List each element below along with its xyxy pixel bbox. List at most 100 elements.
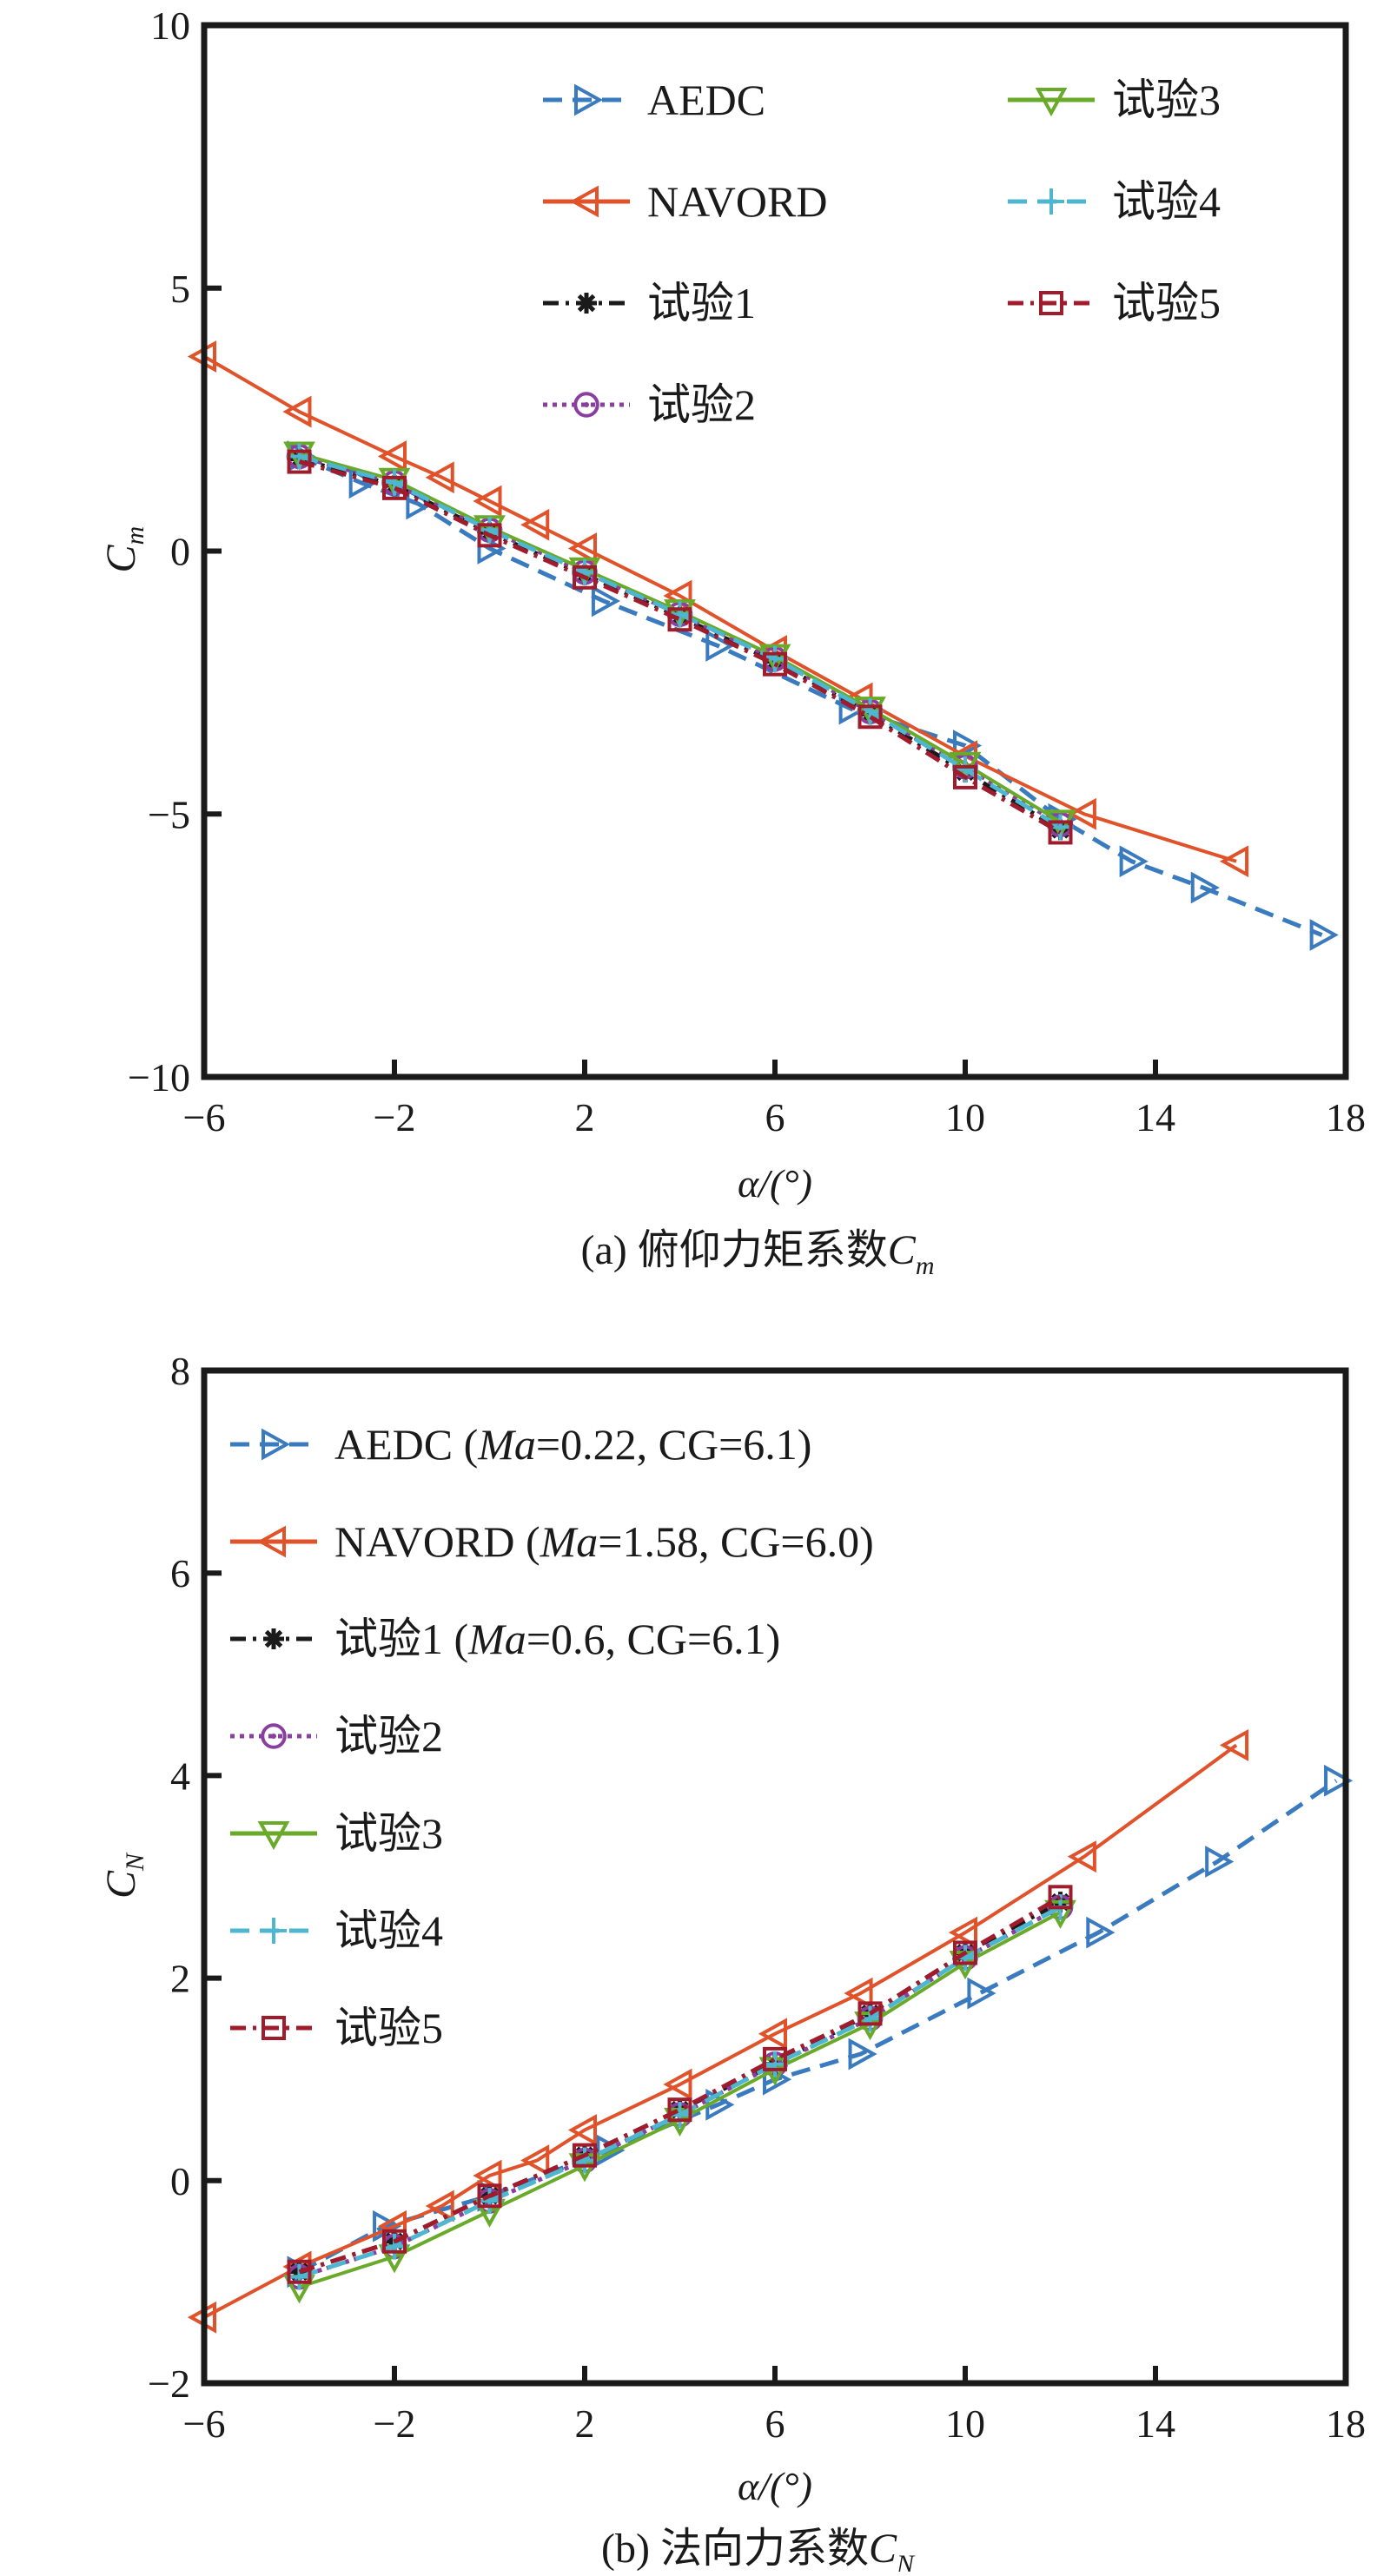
caption-text: (b) 法向力系数 [601,2526,869,2572]
data-point [844,1977,873,2010]
data-point [1067,797,1096,830]
series-试验5 [287,1885,1073,2284]
data-point [573,2143,597,2168]
data-point [1324,1764,1354,1797]
x-tick-label: 6 [765,1095,785,1139]
legend-label: 试验3 [1112,76,1221,124]
legend-marker [261,1723,287,1749]
legend-marker [573,392,599,418]
legend-marker [1039,291,1063,315]
x-tick-label: −2 [374,1095,416,1139]
data-point [1309,919,1339,951]
y-tick-label: 4 [170,1754,190,1798]
series-line [298,454,1062,827]
legend-label: AEDC [647,76,765,124]
data-point [473,485,502,518]
x-tick-label: 18 [1326,1095,1366,1139]
data-point [477,2183,502,2209]
legend-item-试验1: 试验1 (Ma=0.6, CG=6.1) [230,1615,780,1663]
x-tick-label: −6 [183,1095,226,1139]
legend-item-试验2: 试验2 [230,1712,443,1760]
chart-caption: (b) 法向力系数CN [601,2526,916,2572]
series-line [298,454,1062,829]
legend-note: ( [514,1517,540,1566]
legend-name: 试验4 [1112,177,1221,226]
caption-text: (a) 俯仰力矩系数 [581,1227,888,1273]
series-line [298,459,1062,835]
data-point [953,764,977,789]
legend-label: 试验5 [334,2004,443,2052]
x-tick-label: 18 [1326,2401,1366,2446]
legend: AEDC (Ma=0.22, CG=6.1) NAVORD (Ma=1.58, C… [230,1420,874,2052]
legend-item-试验5: 试验5 [230,2004,443,2052]
legend-note-ma: Ma [540,1517,599,1566]
series-line [298,457,1062,832]
legend-name: NAVORD [647,177,827,226]
caption-symbol: C [888,1227,917,1273]
data-point [857,2001,883,2026]
legend-item-试验5: 试验5 [1008,279,1221,327]
data-point [520,2144,550,2176]
legend-label: NAVORD (Ma=1.58, CG=6.0) [334,1517,874,1566]
legend-item-试验1: 试验1 [543,279,756,327]
legend-note: ( [453,1420,478,1469]
series-AEDC [287,1764,1354,2289]
legend-note-ma: Ma [477,1420,536,1469]
data-point [477,523,502,548]
legend-marker [256,1525,286,1558]
data-point [1119,845,1149,878]
y-tick-label: −2 [148,2361,190,2406]
x-axis-label: α/(°) [738,1161,812,1205]
caption-subscript: m [916,1252,935,1280]
data-point [953,1940,977,1965]
legend-note: =0.6, CG=6.1) [526,1615,781,1663]
legend-label: 试验2 [334,1712,443,1760]
legend-marker [257,1821,290,1851]
legend-name: 试验1 [647,279,756,327]
legend-marker [262,2016,286,2040]
legend-marker-dot [271,1734,276,1739]
legend-item-AEDC: AEDC (Ma=0.22, CG=6.1) [230,1420,811,1469]
legend-marker [569,185,599,218]
data-point [758,2018,787,2051]
data-point [1219,845,1249,878]
data-point [1048,1885,1073,1910]
x-axis-label: α/(°) [738,2464,812,2508]
legend-label: 试验1 [647,279,756,327]
legend-name: 试验2 [647,380,756,429]
legend-item-AEDC: AEDC [543,76,765,124]
legend-item-试验3: 试验3 [1008,76,1221,124]
legend-note: =1.58, CG=6.0) [598,1517,874,1566]
data-point [282,395,312,428]
legend-note: =0.22, CG=6.1) [536,1420,812,1469]
data-point [848,2038,877,2071]
data-point [1205,1846,1235,1878]
x-tick-label: 10 [945,1095,985,1139]
data-point [1219,1729,1249,1761]
data-point [473,2159,502,2192]
data-point [967,1977,996,2010]
y-axis-label: Cm [98,526,149,573]
data-point [567,532,597,565]
data-point [667,2097,692,2123]
data-point [377,440,407,472]
legend-label: AEDC (Ma=0.22, CG=6.1) [334,1420,811,1469]
series-试验5 [287,449,1073,845]
x-tick-label: 14 [1135,2401,1175,2446]
x-tick-label: 2 [575,2401,595,2446]
legend-item-试验4: 试验4 [230,1906,443,1955]
legend-item-NAVORD: NAVORD (Ma=1.58, CG=6.0) [230,1517,874,1566]
legend-label: NAVORD [647,177,827,226]
data-point [382,475,407,500]
data-point [382,2229,407,2254]
y-tick-label: 10 [150,3,190,48]
legend-name: 试验5 [334,2004,443,2052]
y-axis-subscript: m [121,526,149,545]
y-axis-label: CN [98,1852,149,1899]
data-point [763,651,787,677]
data-point [591,585,621,618]
data-point [425,2190,454,2223]
series-line [203,1743,1238,2319]
